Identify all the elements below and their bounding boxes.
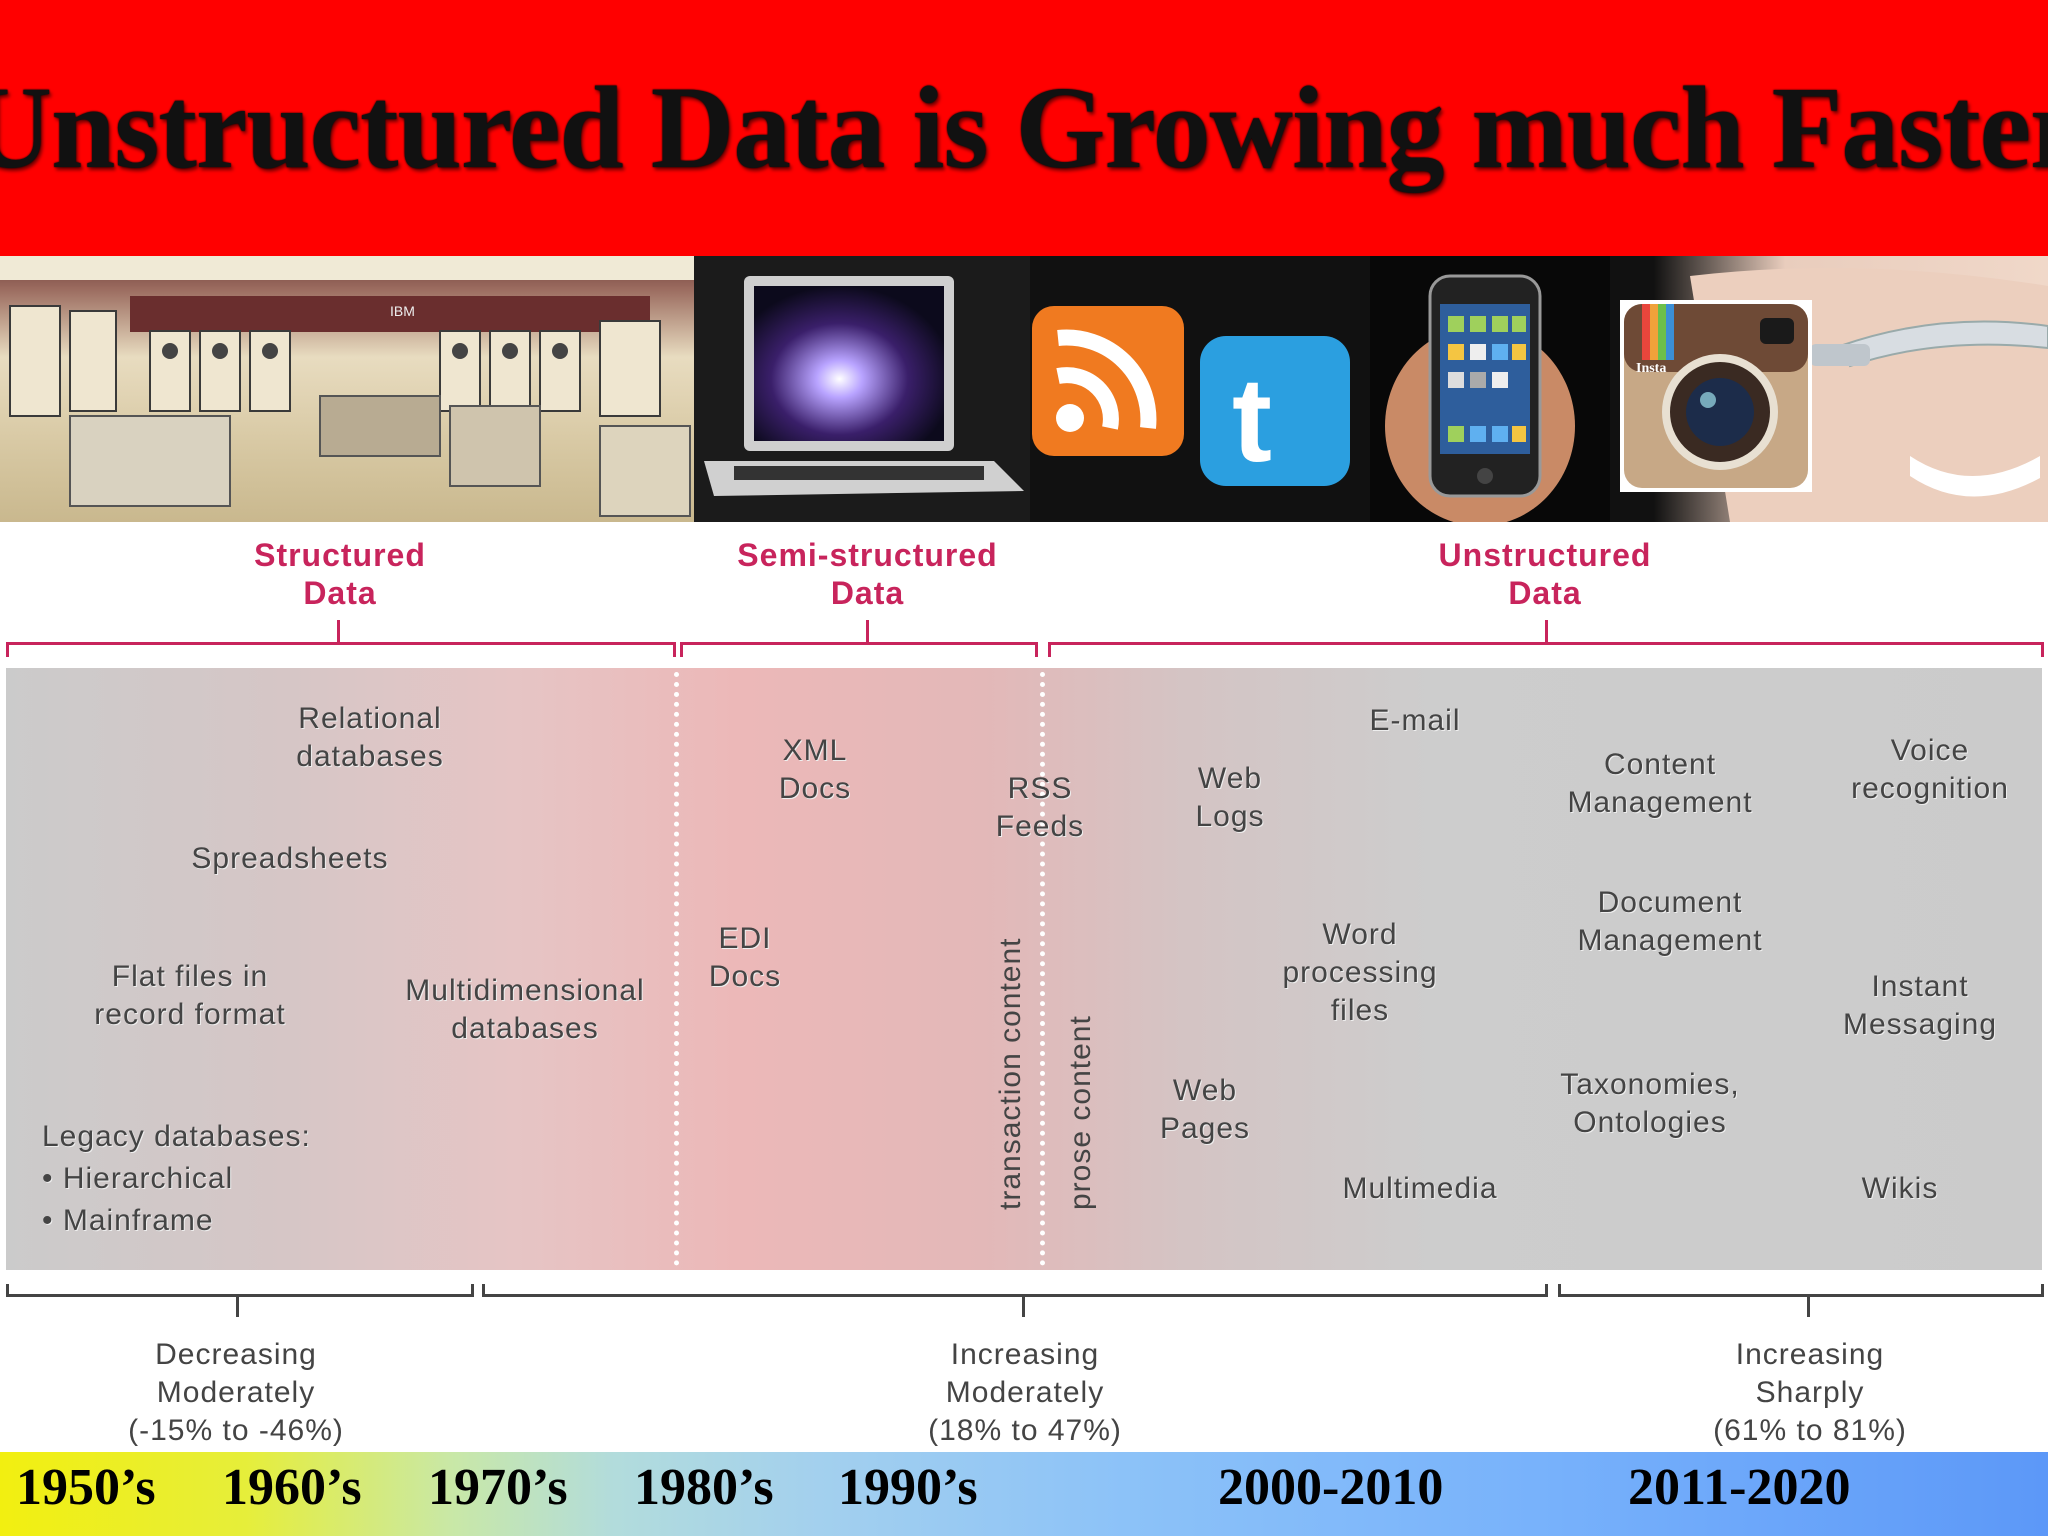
trend-decreasing-moderately: Decreasing Moderately (-15% to -46%) (128, 1338, 344, 1447)
tick-decreasing (236, 1297, 239, 1317)
label-transaction-content: transaction content (994, 937, 1027, 1211)
image-strip: IBM t (0, 256, 2048, 522)
item-rss-feeds: RSS Feeds (995, 772, 1085, 843)
tick-semi-structured (866, 620, 869, 642)
insta-label: Insta (1636, 361, 1666, 376)
item-word-processing-files: Word processing files (1282, 918, 1438, 1027)
data-types-panel (6, 668, 2042, 1270)
item-multimedia: Multimedia (1342, 1172, 1498, 1205)
item-legacy-databases: Legacy databases: • Hierarchical • Mainf… (42, 1120, 311, 1237)
svg-text:t: t (1232, 353, 1272, 487)
decade-1970s: 1970’s (428, 1459, 568, 1516)
decade-2000-2010: 2000-2010 (1218, 1459, 1444, 1516)
instagram-icon: Insta (1620, 300, 1812, 492)
item-web-pages: Web Pages (1159, 1074, 1251, 1145)
tick-unstructured (1545, 620, 1548, 642)
bracket-semi-structured (680, 642, 1038, 657)
category-semi-structured: Semi-structured Data (737, 537, 998, 611)
item-instant-messaging: Instant Messaging (1842, 970, 1998, 1041)
item-flat-files: Flat files in record format (94, 960, 286, 1031)
item-taxonomies-ontologies: Taxonomies, Ontologies (1560, 1068, 1740, 1139)
laptop-photo (694, 256, 1030, 522)
category-unstructured: Unstructured Data (1438, 537, 1652, 611)
title-banner: Unstructured Data is Growing much Faster (0, 0, 2048, 256)
item-spreadsheets: Spreadsheets (191, 842, 389, 875)
decade-timeline-bar (0, 1452, 2048, 1536)
item-content-management: Content Management (1567, 748, 1753, 819)
item-document-management: Document Management (1577, 886, 1763, 957)
item-multidimensional-databases: Multidimensional databases (405, 974, 645, 1045)
smartphone-photo (1370, 256, 1610, 522)
item-edi-docs: EDI Docs (708, 922, 782, 993)
label-prose-content: prose content (1064, 1015, 1097, 1210)
rss-icon (1030, 256, 1190, 522)
item-email: E-mail (1369, 704, 1461, 737)
laptop-drawing (704, 276, 1024, 496)
decade-1980s: 1980’s (634, 1459, 774, 1516)
mainframe-room-photo: IBM (0, 256, 694, 522)
item-voice-recognition: Voice recognition (1851, 734, 2009, 805)
bracket-increasing-sharply (1558, 1284, 2044, 1297)
decade-1990s: 1990’s (838, 1459, 978, 1516)
decade-1960s: 1960’s (222, 1459, 362, 1516)
item-xml-docs: XML Docs (778, 734, 852, 805)
mainframe-drawing: IBM (0, 256, 694, 517)
bracket-decreasing (6, 1284, 474, 1297)
trend-increasing-sharply: Increasing Sharply (61% to 81%) (1713, 1338, 1907, 1447)
divider-structured-semi (674, 672, 679, 1266)
bracket-increasing-moderately (482, 1284, 1548, 1297)
item-web-logs: Web Logs (1195, 762, 1265, 833)
divider-semi-unstructured (1040, 672, 1045, 1266)
decade-1950s: 1950’s (16, 1459, 156, 1516)
category-structured: Structured Data (254, 537, 426, 611)
tick-increasing-sharply (1807, 1297, 1810, 1317)
item-relational-databases: Relational databases (296, 702, 444, 773)
tick-increasing-moderately (1022, 1297, 1025, 1317)
trend-increasing-moderately: Increasing Moderately (18% to 47%) (928, 1338, 1122, 1447)
decade-2011-2020: 2011-2020 (1628, 1459, 1851, 1516)
slide-title: Unstructured Data is Growing much Faster (0, 62, 2048, 193)
item-wikis: Wikis (1861, 1172, 1939, 1205)
ibm-label: IBM (390, 303, 415, 319)
bracket-unstructured (1048, 642, 2044, 657)
tick-structured (337, 620, 340, 642)
twitter-icon: t (1190, 256, 1370, 522)
bracket-structured (6, 642, 676, 657)
